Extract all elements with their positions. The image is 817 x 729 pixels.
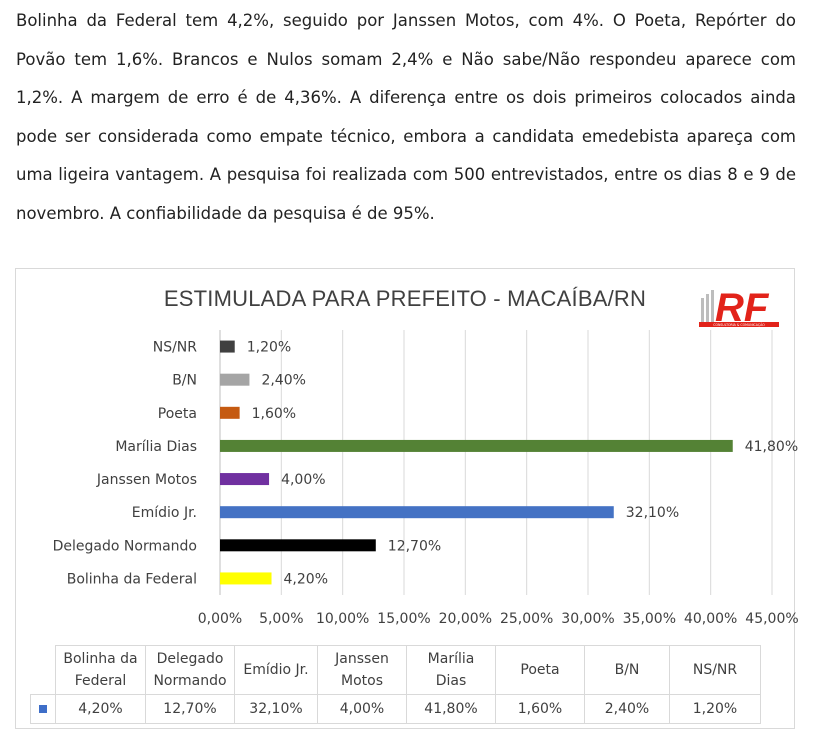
table-value-cell: 41,80% <box>406 694 496 724</box>
svg-text:RF: RF <box>715 286 770 328</box>
x-tick-label: 30,00% <box>561 611 614 627</box>
bar <box>220 439 733 452</box>
table-header-cell: Delegado Normando <box>145 645 235 695</box>
bar <box>220 340 235 353</box>
table-value-cell: 12,70% <box>145 694 235 724</box>
x-tick-label: 40,00% <box>684 611 737 627</box>
x-tick-label: 15,00% <box>377 611 430 627</box>
table-header-cell: Bolinha da Federal <box>55 645 146 695</box>
bar <box>220 539 376 552</box>
table-legend-key <box>30 694 56 724</box>
table-header-cell: Janssen Motos <box>317 645 407 695</box>
data-label: 1,20% <box>247 340 291 356</box>
article-paragraph: Bolinha da Federal tem 4,2%, seguido por… <box>16 11 796 223</box>
x-tick-label: 25,00% <box>500 611 553 627</box>
category-label: Marília Dias <box>115 439 197 455</box>
bar <box>220 373 250 386</box>
chart-data-table: Bolinha da Federal Delegado Normando Emídio … <box>30 645 761 724</box>
x-tick-label: 20,00% <box>439 611 492 627</box>
table-value-cell: 1,20% <box>669 694 761 724</box>
table-value-cell: 4,20% <box>55 694 146 724</box>
table-header-cell: Emídio Jr. <box>234 645 318 695</box>
table-header-cell: NS/NR <box>669 645 761 695</box>
x-tick-label: 45,00% <box>745 611 798 627</box>
table-header-cell: Poeta <box>495 645 585 695</box>
bar <box>220 572 272 585</box>
data-label: 12,70% <box>388 538 441 554</box>
bar <box>220 406 240 419</box>
table-value-cell: 2,40% <box>584 694 670 724</box>
x-tick-label: 35,00% <box>623 611 676 627</box>
chart-title: ESTIMULADA PARA PREFEITO - MACAÍBA/RN <box>163 286 647 311</box>
bar <box>220 506 614 519</box>
category-label: Delegado Normando <box>53 538 197 554</box>
bar <box>220 473 270 486</box>
x-tick-label: 10,00% <box>316 611 369 627</box>
x-tick-label: 5,00% <box>259 611 303 627</box>
rf-logo: RF CONSULTORIA & COMUNICAÇÃO <box>699 286 779 328</box>
data-label: 41,80% <box>745 439 798 455</box>
table-header-cell: B/N <box>584 645 670 695</box>
table-header-cell: Marília Dias <box>406 645 496 695</box>
data-label: 4,00% <box>281 472 325 488</box>
category-label: Poeta <box>158 406 197 422</box>
table-corner-cell <box>30 645 56 695</box>
category-label: Emídio Jr. <box>132 505 197 521</box>
svg-text:CONSULTORIA & COMUNICAÇÃO: CONSULTORIA & COMUNICAÇÃO <box>713 322 765 327</box>
table-value-cell: 1,60% <box>495 694 585 724</box>
category-label: Janssen Motos <box>96 472 197 488</box>
category-label: B/N <box>172 373 197 389</box>
category-label: Bolinha da Federal <box>67 571 197 587</box>
x-tick-label: 0,00% <box>198 611 242 627</box>
table-value-cell: 4,00% <box>317 694 407 724</box>
table-value-cell: 32,10% <box>234 694 318 724</box>
data-label: 32,10% <box>626 505 679 521</box>
data-label: 1,60% <box>252 406 296 422</box>
category-label: NS/NR <box>153 340 198 356</box>
data-label: 2,40% <box>261 373 305 389</box>
data-label: 4,20% <box>284 571 328 587</box>
legend-key-swatch <box>39 705 47 713</box>
